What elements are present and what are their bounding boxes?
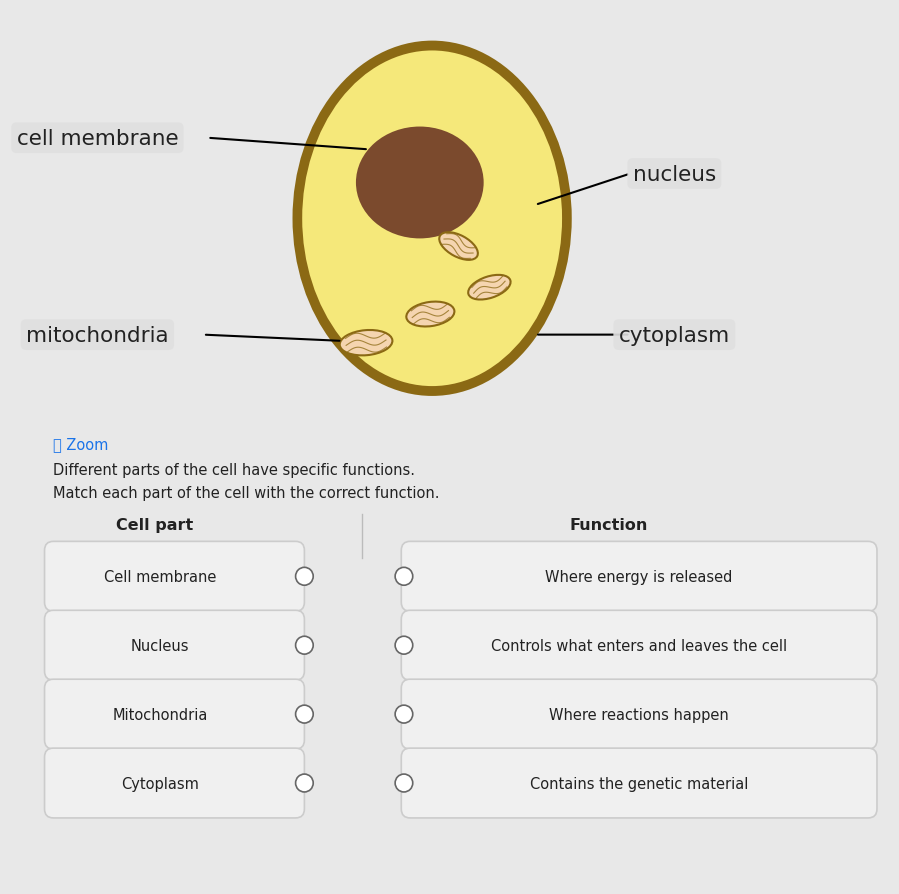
FancyBboxPatch shape xyxy=(401,748,877,818)
Ellipse shape xyxy=(440,233,478,260)
Circle shape xyxy=(296,568,313,586)
Text: Where reactions happen: Where reactions happen xyxy=(549,707,729,721)
Text: Controls what enters and leaves the cell: Controls what enters and leaves the cell xyxy=(491,638,788,653)
Text: Match each part of the cell with the correct function.: Match each part of the cell with the cor… xyxy=(53,485,440,500)
Circle shape xyxy=(396,637,413,654)
Ellipse shape xyxy=(468,275,511,300)
Circle shape xyxy=(396,568,413,586)
FancyBboxPatch shape xyxy=(45,611,305,680)
Ellipse shape xyxy=(302,51,562,386)
FancyBboxPatch shape xyxy=(45,679,305,749)
FancyBboxPatch shape xyxy=(45,542,305,611)
Circle shape xyxy=(396,774,413,792)
Circle shape xyxy=(296,705,313,723)
Ellipse shape xyxy=(356,127,484,239)
Text: Function: Function xyxy=(569,518,647,532)
FancyBboxPatch shape xyxy=(401,542,877,611)
Ellipse shape xyxy=(292,41,572,397)
Text: Different parts of the cell have specific functions.: Different parts of the cell have specifi… xyxy=(53,463,415,477)
Text: cell membrane: cell membrane xyxy=(16,129,178,148)
Text: Cell part: Cell part xyxy=(116,518,193,532)
Text: Nucleus: Nucleus xyxy=(130,638,189,653)
Text: Cell membrane: Cell membrane xyxy=(103,569,216,584)
Text: 🔍 Zoom: 🔍 Zoom xyxy=(53,437,109,451)
FancyBboxPatch shape xyxy=(45,748,305,818)
FancyBboxPatch shape xyxy=(401,679,877,749)
Ellipse shape xyxy=(340,331,392,356)
Circle shape xyxy=(296,637,313,654)
Text: Contains the genetic material: Contains the genetic material xyxy=(530,776,748,790)
FancyBboxPatch shape xyxy=(401,611,877,680)
Text: nucleus: nucleus xyxy=(633,164,716,184)
Text: Where energy is released: Where energy is released xyxy=(546,569,733,584)
Text: Mitochondria: Mitochondria xyxy=(112,707,208,721)
Text: mitochondria: mitochondria xyxy=(26,325,169,345)
Text: Cytoplasm: Cytoplasm xyxy=(121,776,199,790)
Circle shape xyxy=(296,774,313,792)
Text: cytoplasm: cytoplasm xyxy=(619,325,730,345)
Ellipse shape xyxy=(406,302,454,327)
Circle shape xyxy=(396,705,413,723)
